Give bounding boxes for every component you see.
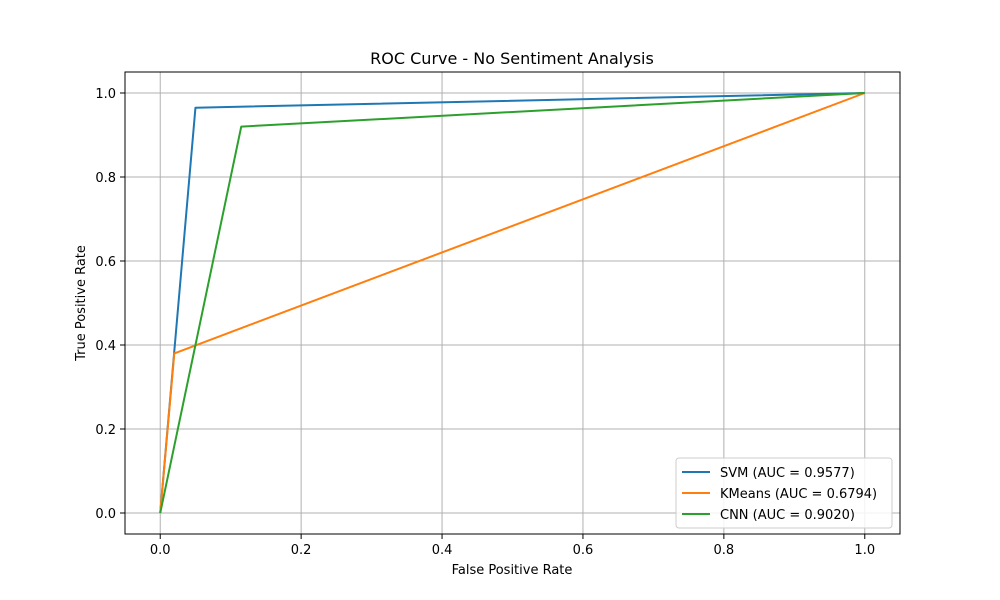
- y-tick-label: 1.0: [95, 87, 116, 102]
- plot-frame: [124, 71, 901, 535]
- x-axis-label: False Positive Rate: [452, 563, 573, 578]
- y-tick-label: 0.4: [95, 339, 116, 354]
- y-tick-label: 0.8: [95, 171, 116, 186]
- legend-entry: SVM (AUC = 0.9577): [720, 466, 855, 481]
- chart-title: ROC Curve - No Sentiment Analysis: [370, 49, 654, 68]
- x-tick-label: 0.4: [432, 543, 453, 558]
- legend: SVM (AUC = 0.9577) KMeans (AUC = 0.6794) C…: [675, 457, 893, 529]
- y-tick-label: 0.2: [95, 423, 116, 438]
- legend-box: [675, 457, 893, 529]
- x-tick-label: 1.0: [854, 543, 875, 558]
- series-line-2: [159, 92, 866, 514]
- x-tick-label: 0.6: [573, 543, 594, 558]
- x-tick-label: 0.8: [714, 543, 735, 558]
- y-tick-label: 0.0: [95, 507, 116, 522]
- series-line-3: [159, 92, 865, 514]
- legend-entry: CNN (AUC = 0.9020): [720, 508, 855, 523]
- y-axis-label: True Positive Rate: [74, 245, 89, 362]
- x-tick-label: 0.0: [150, 543, 171, 558]
- series-lines: [159, 92, 866, 514]
- x-tick-label: 0.2: [291, 543, 312, 558]
- legend-entry: KMeans (AUC = 0.6794): [720, 487, 877, 502]
- axis-ticks: 0.0 0.2 0.4 0.6 0.8 1.0 0.0 0.2 0.4 0.6 0.8 1.0: [95, 87, 875, 558]
- y-tick-label: 0.6: [95, 255, 116, 270]
